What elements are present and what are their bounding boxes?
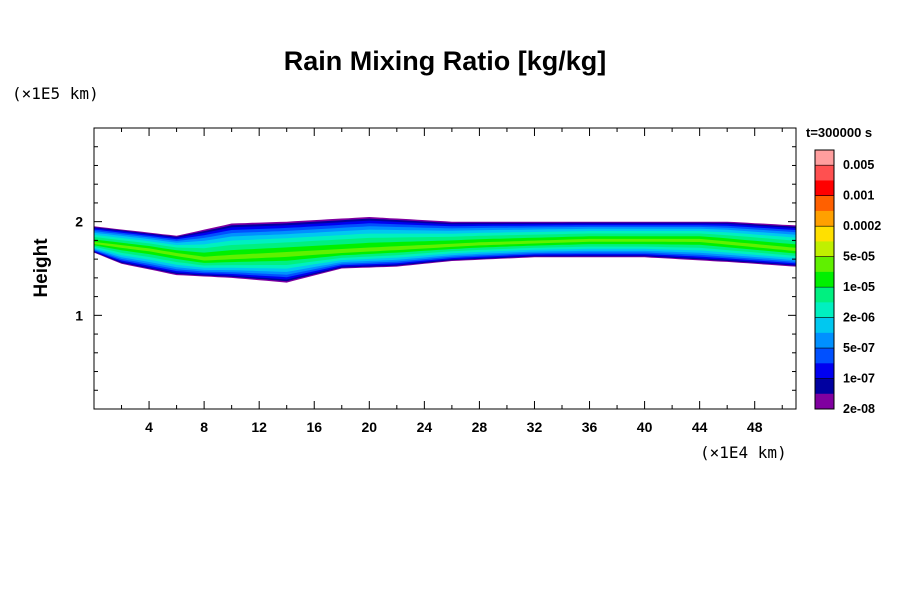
colorbar-swatch <box>815 241 834 257</box>
colorbar-swatch <box>815 256 834 273</box>
plot-frame <box>93 127 797 410</box>
rain-contour-level-10 <box>94 238 796 261</box>
colorbar-swatch <box>815 348 834 364</box>
colorbar: 0.005 0.001 0.0002 5e-05 1e-05 2e-06 5e-07 1e-0… <box>814 149 881 416</box>
y-tick-label: 1 <box>75 307 83 323</box>
colorbar-label: 1e-07 <box>843 372 875 386</box>
colorbar-swatch <box>815 332 834 349</box>
x-tick-label: 12 <box>251 419 267 435</box>
x-tick-label: 32 <box>527 419 543 435</box>
x-tick-label: 24 <box>417 419 433 435</box>
x-tick-label: 44 <box>692 419 708 435</box>
colorbar-label: 0.005 <box>843 158 874 172</box>
x-tick-label: 4 <box>145 419 153 435</box>
x-tick-label: 40 <box>637 419 653 435</box>
colorbar-label: 2e-06 <box>843 311 875 325</box>
colorbar-swatch <box>815 363 834 379</box>
colorbar-swatch <box>815 378 834 395</box>
colorbar-label: 5e-05 <box>843 250 875 264</box>
colorbar-swatch <box>815 287 834 303</box>
colorbar-swatch <box>815 150 834 166</box>
colorbar-swatch <box>815 393 834 410</box>
colorbar-swatch <box>815 317 834 334</box>
rain-field <box>94 217 796 283</box>
y-axis-unit-label: (×1E5 km) <box>12 84 99 103</box>
chart-title: Rain Mixing Ratio [kg/kg] <box>283 46 607 76</box>
x-tick-label: 20 <box>362 419 378 435</box>
colorbar-swatch <box>815 226 834 242</box>
x-axis-unit-label: (×1E4 km) <box>700 443 787 462</box>
colorbar-label: 0.001 <box>843 189 874 203</box>
colorbar-swatch <box>815 271 834 288</box>
y-tick-label: 2 <box>75 214 83 230</box>
x-tick-label: 16 <box>306 419 322 435</box>
x-tick-label: 36 <box>582 419 598 435</box>
colorbar-label: 2e-08 <box>843 402 875 416</box>
colorbar-label: 0.0002 <box>843 219 881 233</box>
colorbar-swatch <box>815 180 834 197</box>
colorbar-swatch <box>815 195 834 212</box>
colorbar-swatch <box>815 210 834 227</box>
x-tick-label: 48 <box>747 419 763 435</box>
colorbar-label: 1e-05 <box>843 280 875 294</box>
colorbar-swatch <box>815 302 834 318</box>
time-label: t=300000 s <box>806 125 873 140</box>
x-tick-label: 28 <box>472 419 488 435</box>
x-tick-label: 8 <box>200 419 208 435</box>
colorbar-label: 5e-07 <box>843 341 875 355</box>
colorbar-swatch <box>815 165 834 181</box>
